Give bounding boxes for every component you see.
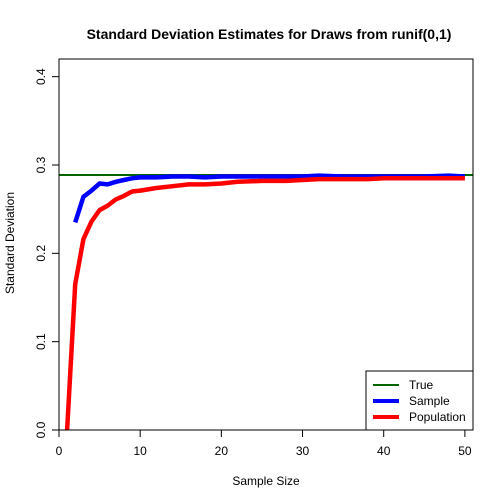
legend: True Sample Population: [365, 370, 474, 431]
legend-label-sample: Sample: [409, 394, 450, 408]
x-tick-label: 0: [56, 444, 63, 458]
y-tick-label: 0.2: [34, 245, 48, 262]
y-tick-label: 0.4: [34, 68, 48, 85]
x-tick-label: 10: [133, 444, 147, 458]
series-line-population: [64, 176, 465, 431]
x-tick-label: 40: [377, 444, 391, 458]
x-tick-label: 30: [296, 444, 310, 458]
x-tick-label: 50: [458, 444, 472, 458]
plot-area: [59, 173, 473, 431]
y-tick-label: 0.0: [34, 421, 48, 438]
legend-label-true: True: [409, 378, 434, 392]
y-tick-label: 0.1: [34, 333, 48, 350]
y-tick-label: 0.3: [34, 156, 48, 173]
legend-label-population: Population: [409, 410, 466, 424]
x-axis-label: Sample Size: [232, 474, 300, 488]
y-axis-label: Standard Deviation: [3, 192, 17, 294]
x-tick-label: 20: [215, 444, 229, 458]
chart-title: Standard Deviation Estimates for Draws f…: [87, 26, 452, 42]
